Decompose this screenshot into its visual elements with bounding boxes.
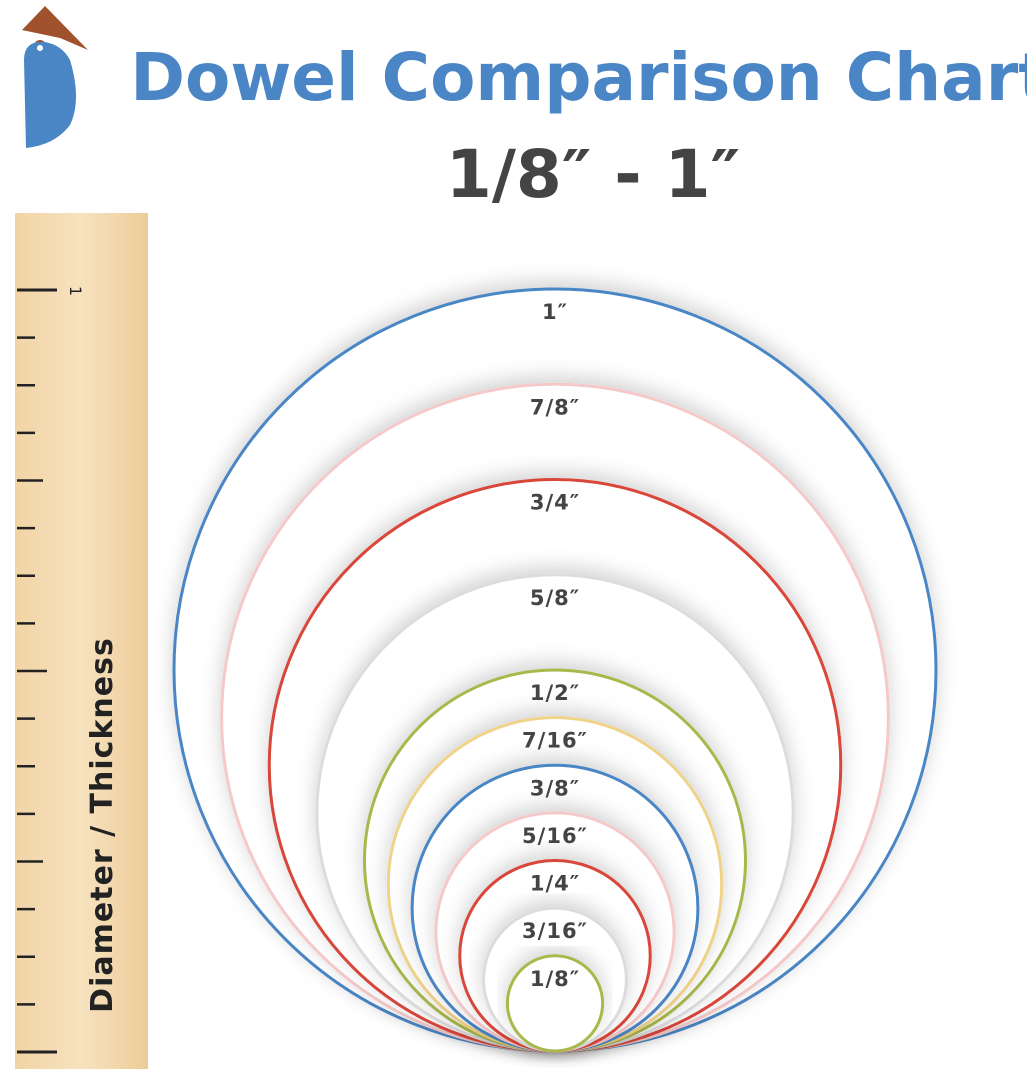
ruler: 1 Diameter / Thickness [15,213,148,1069]
circle-label: 1/4″ [530,872,580,896]
dowel-circle [505,954,605,1053]
circle-label: 3/4″ [530,491,580,515]
circles: 1″ 7/8″ 3/4″ 5/8″ 1/2″ 7/16″ 3/8″ 5/16″ 1/4″ 3/16… [172,287,938,1053]
circle-label: 3/8″ [530,776,580,800]
circle-label: 3/16″ [522,919,588,943]
circle-label: 1/8″ [530,967,580,991]
title: Dowel Comparison Chart [130,39,1027,116]
ruler-label: Diameter / Thickness [85,637,120,1013]
circle-label: 5/8″ [530,586,580,610]
ruler-tick-label: 1 [66,286,85,296]
circle-label: 7/8″ [530,395,580,419]
circle-label: 7/16″ [522,729,588,753]
circle-label: 5/16″ [522,824,588,848]
subtitle: 1/8″ - 1″ [446,136,740,213]
circle-label: 1/2″ [530,681,580,705]
logo [22,6,88,148]
circle-label: 1″ [542,300,568,324]
